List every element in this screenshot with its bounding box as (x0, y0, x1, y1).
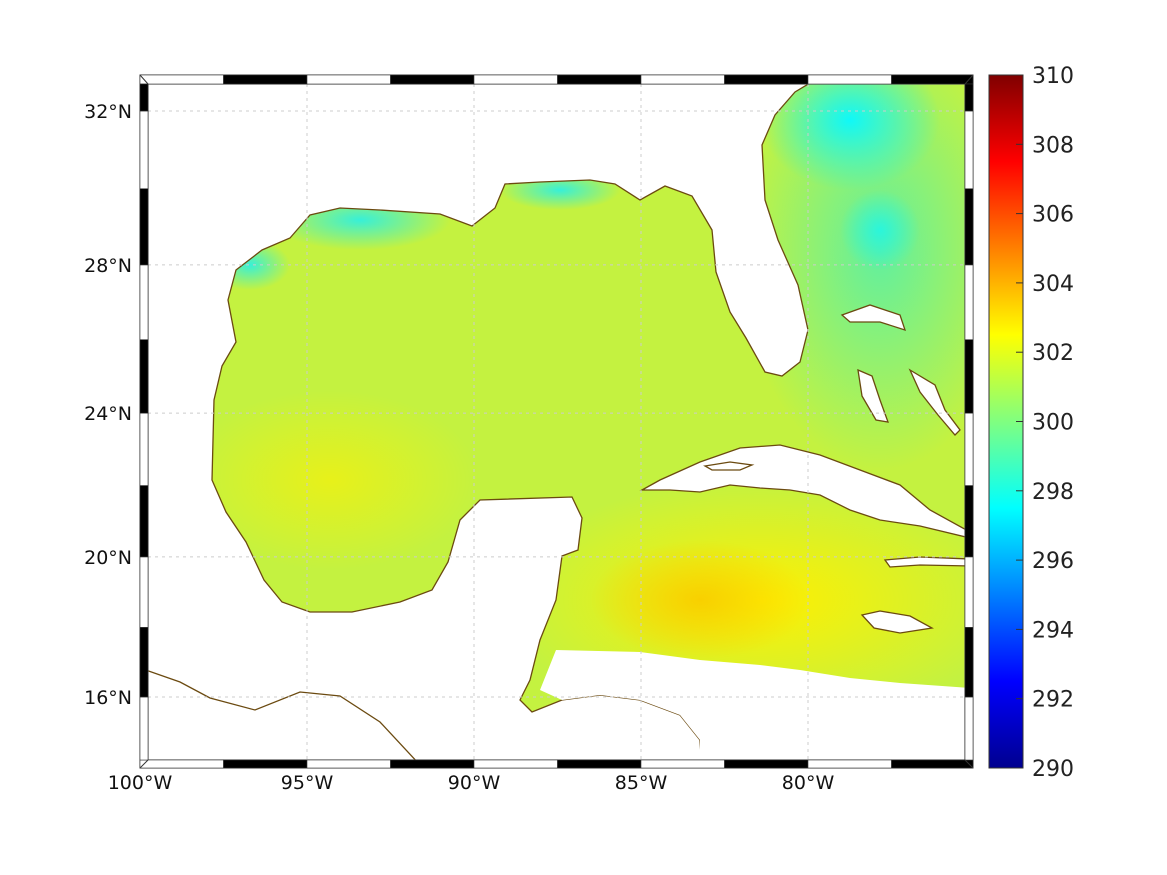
frame-segment (139, 188, 149, 266)
colorbar-tick-label: 304 (1032, 272, 1074, 297)
longitude-labels: 100°W 95°W 90°W 85°W 80°W (108, 772, 835, 794)
colorbar-tick-label: 300 (1032, 411, 1074, 436)
colorbar-tick-label: 308 (1032, 133, 1074, 158)
lon-tick-label: 85°W (615, 772, 668, 794)
lon-tick-label: 80°W (782, 772, 835, 794)
map-area[interactable] (140, 30, 1020, 770)
frame-segment (964, 556, 974, 628)
frame-segment (139, 110, 149, 190)
frame-segment (640, 759, 725, 769)
lon-tick-label: 95°W (281, 772, 334, 794)
bahamas-eastern (908, 368, 961, 436)
frame-segment (139, 556, 149, 628)
colorbar-tick-label: 302 (1032, 341, 1074, 366)
lon-tick-label: 100°W (108, 772, 173, 794)
colorbar-tick-label: 294 (1032, 618, 1074, 643)
isle-of-youth (703, 461, 755, 471)
colorbar-ticks: 290 292 294 296 298 300 302 304 306 308 310 (1016, 64, 1074, 782)
lat-tick-label: 24°N (84, 403, 132, 425)
frame-segment (964, 110, 974, 190)
frame-segment (139, 627, 149, 698)
frame-segment (964, 696, 974, 761)
coastlines (148, 84, 965, 760)
frame-segment (223, 74, 308, 85)
frame-segment (306, 74, 391, 85)
frame-segment (557, 74, 642, 85)
frame-segment (724, 74, 809, 85)
frame-segment (139, 485, 149, 558)
lat-tick-label: 32°N (84, 101, 132, 123)
frame-segment (139, 339, 149, 414)
frame-segment (557, 759, 642, 769)
graticule (148, 84, 965, 760)
frame-segment (139, 264, 149, 340)
colorbar-tick-label: 306 (1032, 203, 1074, 228)
frame-segment (306, 759, 391, 769)
frame-segment (964, 188, 974, 266)
colorbar-tick-label: 310 (1032, 64, 1074, 89)
bahamas-andros (857, 368, 889, 423)
lon-tick-label: 90°W (448, 772, 501, 794)
sst-warm-west-gulf (180, 390, 480, 570)
central-america-coast (148, 670, 417, 760)
map-frame-checker (139, 74, 974, 769)
frame-segment (139, 412, 149, 486)
frame-segment (473, 759, 558, 769)
frame-segment (223, 759, 308, 769)
frame-segment (964, 485, 974, 558)
frame-segment (964, 83, 974, 112)
bahamas-grand (840, 304, 907, 332)
no-data-south (540, 650, 965, 760)
lat-tick-label: 20°N (84, 547, 132, 569)
frame-segment (139, 696, 149, 761)
lat-tick-label: 28°N (84, 255, 132, 277)
frame-segment (891, 74, 974, 85)
latitude-labels: 32°N 28°N 24°N 20°N 16°N (84, 101, 132, 709)
frame-segment (390, 74, 475, 85)
frame-segment (807, 74, 892, 85)
hispaniola (883, 556, 965, 568)
frame-segment (724, 759, 809, 769)
frame-segment (139, 74, 224, 85)
frame-segment (964, 627, 974, 698)
frame-segment (139, 83, 149, 112)
frame-segment (473, 74, 558, 85)
frame-segment (640, 74, 725, 85)
colorbar-tick-label: 290 (1032, 757, 1074, 782)
frame-corners (139, 74, 974, 769)
frame-segment (964, 339, 974, 414)
sst-warmest-patch (590, 540, 810, 660)
colorbar-tick-label: 292 (1032, 688, 1074, 713)
frame-segment (390, 759, 475, 769)
sst-eddy (840, 190, 920, 270)
colorbar-tick-label: 296 (1032, 549, 1074, 574)
lat-tick-label: 16°N (84, 687, 132, 709)
sst-cool-atlantic (760, 84, 940, 190)
sst-atlantic (740, 84, 965, 470)
north-america-landmass (148, 84, 810, 760)
colorbar-tick-label: 298 (1032, 480, 1074, 505)
frame-segment (891, 759, 974, 769)
frame-segment (807, 759, 892, 769)
frame-segment (964, 264, 974, 340)
jamaica (860, 610, 934, 634)
frame-segment (964, 412, 974, 486)
frame-segment (139, 759, 224, 769)
